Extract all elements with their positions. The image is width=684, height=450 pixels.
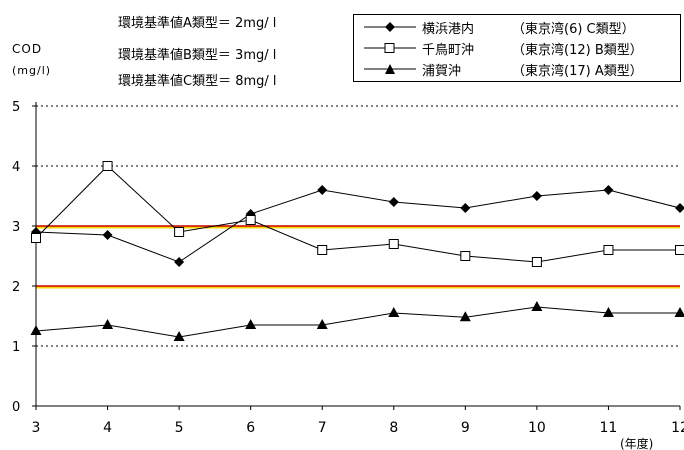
standard-note-a: 環境基準値A類型＝ 2mg/ l	[118, 16, 277, 31]
tick-labels: 0123453456789101112(年度)	[12, 100, 684, 450]
standard-note-c: 環境基準値C類型＝ 8mg/ l	[118, 74, 277, 89]
data-point	[602, 307, 614, 317]
x-tick-label: 4	[103, 420, 112, 436]
data-point	[674, 307, 684, 317]
axes	[32, 102, 681, 410]
standard-note-b: 環境基準値B類型＝ 3mg/ l	[118, 48, 277, 63]
data-point	[388, 307, 400, 317]
x-tick-label: 12	[671, 420, 684, 436]
legend-item-yokohama: 横浜港内 （東京湾(6) C類型）	[362, 17, 635, 37]
data-point	[31, 233, 41, 243]
legend-item-uraga: 浦賀沖 （東京湾(17) A類型）	[362, 59, 643, 79]
y-tick-label: 1	[12, 340, 20, 355]
data-point	[174, 227, 185, 237]
y-tick-label: 3	[12, 220, 20, 235]
x-tick-label: 7	[318, 420, 327, 436]
data-point	[675, 245, 684, 255]
legend-marker-triangle	[364, 64, 416, 74]
x-tick-label: 11	[600, 420, 618, 436]
data-point	[460, 203, 471, 213]
series-line	[35, 306, 680, 338]
legend-marker-diamond	[364, 22, 416, 32]
data-point	[102, 161, 113, 171]
legend-detail: （東京湾(17) A類型）	[512, 63, 643, 79]
data-point	[675, 203, 684, 213]
y-tick-label: 0	[12, 400, 20, 415]
legend-marker-square	[364, 43, 416, 53]
x-tick-label: 5	[175, 420, 184, 436]
legend-label: 横浜港内	[422, 21, 475, 37]
y-axis-label: COD	[12, 42, 43, 56]
data-point	[317, 185, 328, 195]
legend-label: 浦賀沖	[422, 63, 462, 79]
data-point	[388, 239, 399, 249]
data-point	[317, 245, 328, 255]
data-point	[460, 251, 471, 261]
x-tick-label: 8	[389, 420, 398, 436]
data-point	[603, 245, 614, 255]
data-point	[531, 257, 542, 267]
series-line	[35, 165, 680, 263]
legend-detail: （東京湾(12) B類型）	[512, 42, 643, 58]
data-point	[388, 197, 399, 207]
data-point	[603, 185, 614, 195]
data-point	[174, 257, 185, 267]
legend: 横浜港内 （東京湾(6) C類型） 千鳥町沖 （東京湾(12) B類型） 浦賀沖…	[353, 14, 681, 82]
y-tick-label: 5	[12, 100, 20, 115]
grid-lines	[36, 105, 680, 347]
legend-detail: （東京湾(6) C類型）	[512, 21, 635, 37]
data-point	[316, 319, 328, 329]
x-tick-label: 10	[528, 420, 546, 436]
y-axis-unit: (mg/l)	[12, 64, 52, 77]
x-axis-label: (年度)	[620, 436, 653, 450]
data-point	[459, 311, 471, 322]
x-tick-label: 3	[32, 420, 41, 436]
data-point	[245, 319, 257, 329]
reference-lines	[36, 225, 680, 289]
data-point	[102, 319, 114, 329]
data-point	[30, 325, 42, 335]
y-tick-label: 4	[12, 160, 20, 175]
series-line	[35, 189, 681, 263]
data-point	[245, 215, 256, 225]
x-tick-label: 9	[461, 420, 470, 436]
y-tick-label: 2	[12, 280, 20, 295]
data-point	[531, 301, 543, 311]
legend-item-chidoricho: 千鳥町沖 （東京湾(12) B類型）	[362, 38, 643, 58]
data-point	[531, 191, 542, 201]
x-tick-label: 6	[246, 420, 255, 436]
series-layer	[30, 161, 684, 341]
legend-label: 千鳥町沖	[422, 42, 475, 58]
data-point	[173, 331, 185, 341]
data-point	[102, 230, 113, 240]
